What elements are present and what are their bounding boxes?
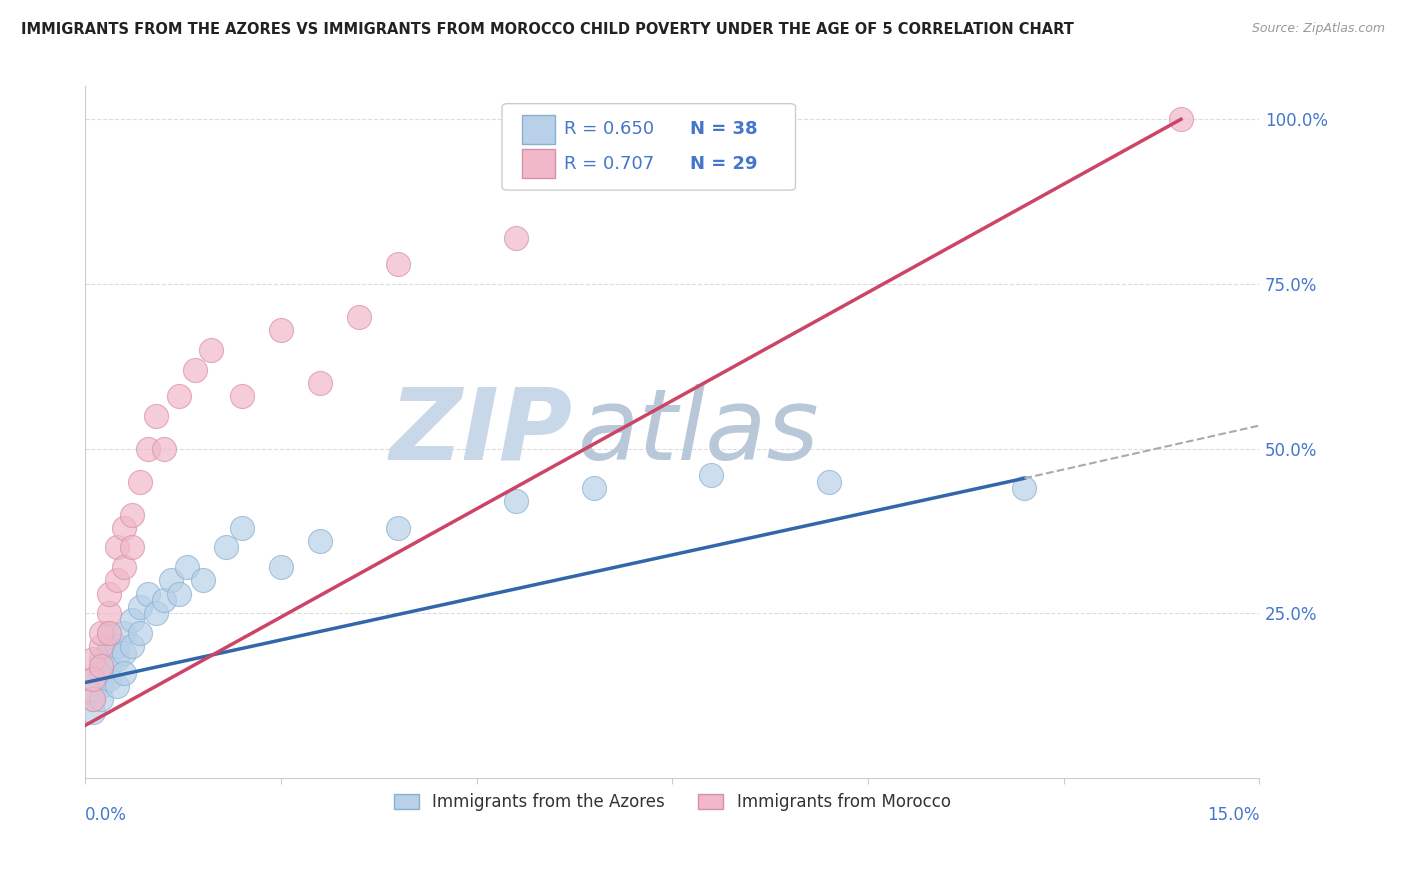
- Point: [82, 652, 104, 666]
- Point: [82, 672, 104, 686]
- Point: [191, 574, 214, 588]
- FancyBboxPatch shape: [522, 149, 555, 178]
- Point: [112, 665, 135, 680]
- Point: [700, 468, 723, 483]
- Point: [82, 705, 104, 719]
- Point: [136, 442, 159, 456]
- Point: [97, 626, 120, 640]
- Legend: Immigrants from the Azores, Immigrants from Morocco: Immigrants from the Azores, Immigrants f…: [387, 787, 957, 818]
- Point: [112, 646, 135, 660]
- Text: 15.0%: 15.0%: [1206, 805, 1260, 823]
- Point: [582, 481, 605, 495]
- Text: atlas: atlas: [578, 384, 820, 481]
- Point: [309, 376, 332, 390]
- FancyBboxPatch shape: [502, 103, 796, 190]
- Point: [82, 692, 104, 706]
- Point: [270, 560, 292, 574]
- Point: [270, 323, 292, 337]
- Point: [90, 659, 112, 673]
- Point: [1014, 481, 1036, 495]
- Point: [121, 508, 143, 522]
- Point: [97, 672, 120, 686]
- Point: [1170, 112, 1192, 127]
- Point: [176, 560, 198, 574]
- Point: [152, 442, 174, 456]
- Text: N = 29: N = 29: [690, 155, 758, 173]
- Point: [105, 652, 128, 666]
- Point: [387, 521, 409, 535]
- Point: [112, 521, 135, 535]
- Point: [184, 362, 207, 376]
- Text: R = 0.707: R = 0.707: [564, 155, 654, 173]
- Point: [505, 231, 527, 245]
- Point: [121, 640, 143, 654]
- Point: [129, 475, 152, 489]
- Point: [112, 626, 135, 640]
- Point: [309, 533, 332, 548]
- Point: [231, 521, 253, 535]
- Point: [82, 692, 104, 706]
- Point: [129, 599, 152, 614]
- Point: [90, 626, 112, 640]
- Point: [97, 586, 120, 600]
- Text: 0.0%: 0.0%: [86, 805, 127, 823]
- Point: [505, 494, 527, 508]
- Point: [347, 310, 370, 324]
- Point: [231, 389, 253, 403]
- Point: [90, 640, 112, 654]
- Point: [90, 652, 112, 666]
- Text: ZIP: ZIP: [389, 384, 572, 481]
- Point: [90, 665, 112, 680]
- Point: [200, 343, 222, 357]
- Point: [167, 586, 190, 600]
- Point: [136, 586, 159, 600]
- Point: [112, 560, 135, 574]
- Point: [97, 659, 120, 673]
- Point: [817, 475, 839, 489]
- Text: IMMIGRANTS FROM THE AZORES VS IMMIGRANTS FROM MOROCCO CHILD POVERTY UNDER THE AG: IMMIGRANTS FROM THE AZORES VS IMMIGRANTS…: [21, 22, 1074, 37]
- Point: [97, 626, 120, 640]
- Point: [90, 679, 112, 693]
- Point: [105, 640, 128, 654]
- Point: [82, 672, 104, 686]
- Point: [160, 574, 183, 588]
- Point: [121, 613, 143, 627]
- Text: N = 38: N = 38: [690, 120, 758, 138]
- Text: R = 0.650: R = 0.650: [564, 120, 654, 138]
- Point: [215, 541, 238, 555]
- Point: [129, 626, 152, 640]
- Point: [145, 607, 167, 621]
- Point: [105, 541, 128, 555]
- Point: [105, 679, 128, 693]
- Point: [167, 389, 190, 403]
- Point: [387, 257, 409, 271]
- FancyBboxPatch shape: [522, 115, 555, 144]
- Point: [121, 541, 143, 555]
- Point: [152, 593, 174, 607]
- Point: [105, 574, 128, 588]
- Point: [97, 607, 120, 621]
- Point: [145, 409, 167, 423]
- Text: Source: ZipAtlas.com: Source: ZipAtlas.com: [1251, 22, 1385, 36]
- Point: [90, 692, 112, 706]
- Point: [97, 640, 120, 654]
